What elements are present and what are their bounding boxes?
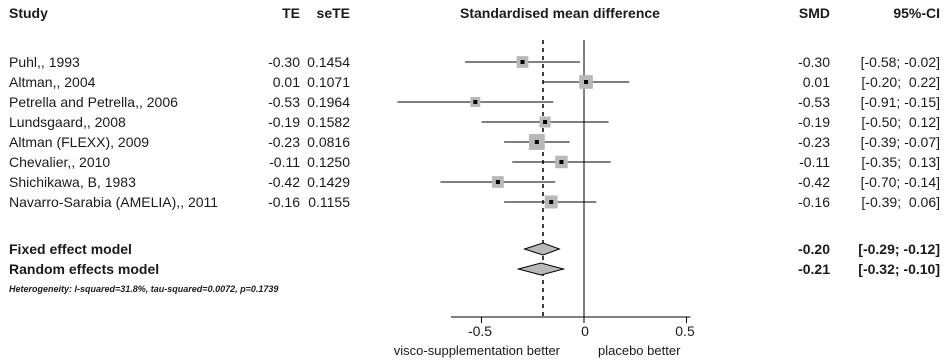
- study-ci: [-0.58; -0.02]: [860, 54, 940, 70]
- header-smd: SMD: [798, 5, 830, 21]
- study-sete: 0.1964: [307, 94, 350, 110]
- study-sete: 0.1454: [307, 54, 350, 70]
- point-estimate: [473, 100, 478, 104]
- header-te: TE: [282, 5, 300, 21]
- axis-label-right: placebo better: [598, 343, 681, 358]
- point-estimate: [559, 160, 564, 164]
- tick-label: -0.5: [467, 323, 493, 339]
- tick-label: 0: [581, 323, 589, 339]
- study-smd: -0.19: [798, 114, 830, 130]
- model-ci: [-0.29; -0.12]: [858, 241, 940, 257]
- study-te: -0.53: [268, 94, 300, 110]
- study-te: -0.23: [268, 134, 300, 150]
- study-name: Altman,, 2004: [9, 74, 96, 90]
- model-name: Random effects model: [9, 261, 160, 277]
- study-name: Shichikawa, B, 1983: [9, 174, 136, 190]
- tick-label: 0.5: [675, 323, 695, 339]
- study-sete: 0.1582: [307, 114, 350, 130]
- study-ci: [-0.35; 0.13]: [861, 154, 940, 170]
- study-smd: -0.11: [799, 154, 830, 170]
- study-sete: 0.1155: [308, 194, 350, 210]
- point-estimate: [543, 120, 548, 124]
- header-plot-title: Standardised mean difference: [460, 5, 660, 21]
- study-ci: [-0.39; -0.07]: [860, 134, 940, 150]
- study-te: -0.30: [268, 54, 300, 70]
- study-name: Lundsgaard,, 2008: [9, 114, 126, 130]
- point-estimate: [495, 180, 500, 184]
- study-smd: 0.01: [802, 74, 830, 90]
- header-study: Study: [9, 5, 48, 21]
- study-sete: 0.1429: [307, 174, 350, 190]
- study-name: Puhl,, 1993: [9, 54, 80, 70]
- header-sete: seTE: [316, 5, 350, 21]
- study-smd: -0.30: [798, 54, 830, 70]
- study-ci: [-0.39; 0.06]: [861, 194, 940, 210]
- model-ci: [-0.32; -0.10]: [858, 261, 940, 277]
- summary-diamond: [516, 262, 566, 276]
- study-name: Petrella and Petrella,, 2006: [9, 94, 178, 110]
- heterogeneity-note: Heterogeneity: I-squared=31.8%, tau-squa…: [9, 284, 279, 294]
- axis-label-left: visco-supplementation better: [393, 343, 560, 358]
- model-smd: -0.21: [798, 261, 830, 277]
- study-te: -0.16: [268, 194, 300, 210]
- model-smd: -0.20: [798, 241, 830, 257]
- study-te: -0.42: [268, 174, 300, 190]
- study-sete: 0.0816: [307, 134, 350, 150]
- point-estimate: [520, 60, 525, 64]
- study-ci: [-0.50; 0.12]: [861, 114, 940, 130]
- study-name: Navarro-Sarabia (AMELIA),, 2011: [9, 194, 219, 210]
- study-sete: 0.1071: [307, 74, 350, 90]
- study-smd: -0.42: [798, 174, 830, 190]
- study-ci: [-0.70; -0.14]: [860, 174, 940, 190]
- study-name: Altman (FLEXX), 2009: [9, 134, 150, 150]
- point-estimate: [534, 140, 539, 144]
- study-sete: 0.1250: [307, 154, 350, 170]
- model-name: Fixed effect model: [9, 241, 132, 257]
- study-ci: [-0.20; 0.22]: [861, 74, 940, 90]
- point-estimate: [549, 200, 554, 204]
- study-ci: [-0.91; -0.15]: [860, 94, 940, 110]
- study-te: 0.01: [272, 74, 300, 90]
- summary-diamond: [522, 242, 561, 256]
- study-smd: -0.53: [798, 94, 830, 110]
- study-name: Chevalier,, 2010: [9, 154, 111, 170]
- study-smd: -0.16: [798, 194, 830, 210]
- study-te: -0.19: [268, 114, 300, 130]
- header-ci: 95%-CI: [893, 5, 940, 21]
- point-estimate: [584, 80, 589, 84]
- study-te: -0.11: [269, 154, 300, 170]
- study-smd: -0.23: [798, 134, 830, 150]
